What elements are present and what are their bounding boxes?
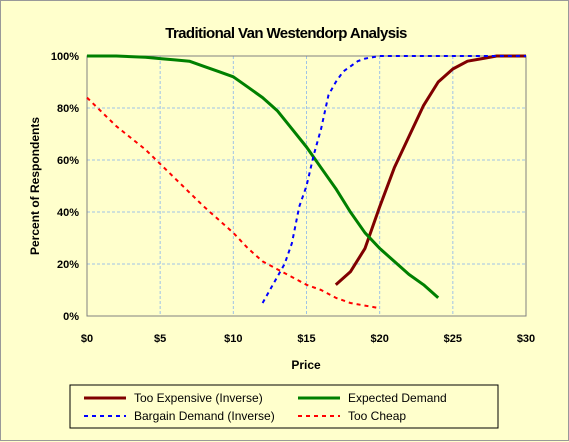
series-group [86, 54, 526, 310]
x-axis-title: Price [291, 358, 321, 372]
plot-area-border [86, 55, 527, 317]
y-tick-label: 60% [57, 155, 79, 167]
y-tick-label: 80% [57, 103, 79, 115]
x-tick-label: $30 [517, 333, 535, 345]
x-tick-label: $25 [444, 333, 462, 345]
y-tick-label: 40% [57, 207, 79, 219]
series-line-bargain-demand-inverse [261, 55, 526, 304]
legend: Too Expensive (Inverse) Expected Demand Ba… [69, 384, 499, 429]
x-tick-label: $0 [81, 333, 93, 345]
x-tick-labels: $0 $5 $10 $15 $20 $25 $30 [81, 333, 535, 345]
legend-label-too-cheap: Too Cheap [348, 409, 406, 423]
chart-title: Traditional Van Westendorp Analysis [165, 25, 407, 42]
y-tick-label: 20% [57, 259, 79, 271]
y-axis-title: Percent of Respondents [28, 117, 42, 255]
series-line-too-expensive-inverse [334, 54, 526, 286]
legend-label-bargain-demand-inverse: Bargain Demand (Inverse) [134, 409, 275, 423]
series-line-too-cheap [86, 96, 380, 310]
series-line-expected-demand [87, 54, 440, 299]
x-tick-label: $15 [297, 333, 315, 345]
grid [87, 56, 526, 316]
x-tick-label: $5 [154, 333, 166, 345]
legend-label-too-expensive-inverse: Too Expensive (Inverse) [134, 391, 263, 405]
x-tick-label: $10 [224, 333, 242, 345]
y-tick-labels: 0% 20% 40% 60% 80% 100% [51, 51, 79, 323]
y-tick-label: 100% [51, 51, 79, 63]
legend-box [69, 384, 499, 429]
y-tick-label: 0% [63, 311, 79, 323]
legend-label-expected-demand: Expected Demand [348, 391, 447, 405]
x-tick-label: $20 [370, 333, 388, 345]
